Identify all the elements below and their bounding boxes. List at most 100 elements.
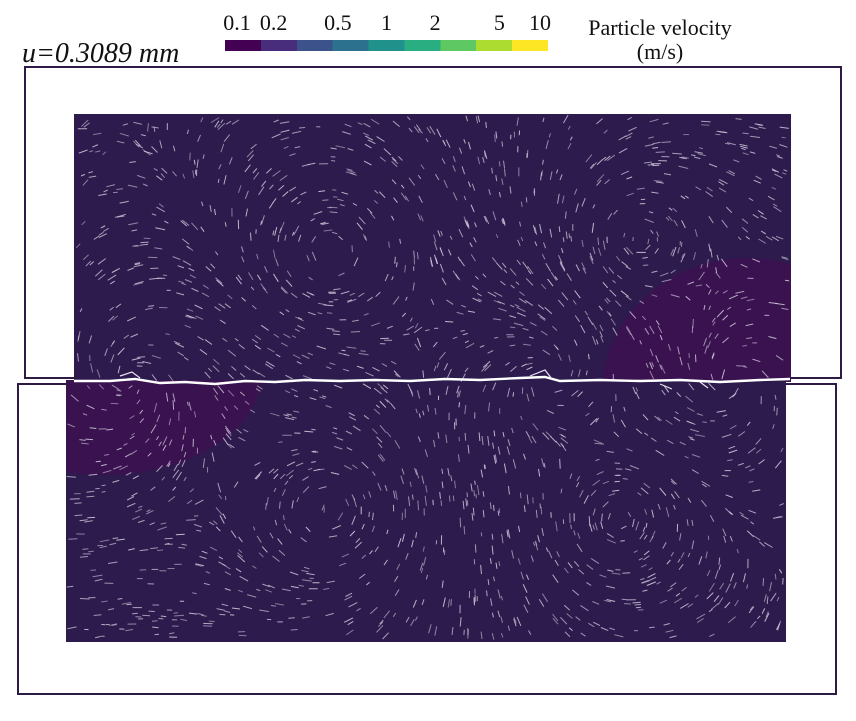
velocity-arrow	[474, 480, 476, 485]
velocity-arrow	[214, 251, 219, 256]
velocity-arrow	[642, 589, 648, 592]
velocity-arrow	[596, 174, 605, 183]
velocity-arrow	[546, 409, 555, 414]
velocity-arrow	[689, 428, 700, 433]
velocity-arrow	[544, 306, 553, 315]
velocity-arrow	[587, 622, 595, 628]
velocity-arrow	[674, 411, 679, 415]
velocity-arrow	[225, 120, 232, 125]
velocity-arrow	[391, 276, 394, 281]
velocity-arrow	[394, 256, 396, 264]
velocity-arrow	[382, 632, 389, 640]
velocity-arrow	[126, 316, 137, 322]
velocity-arrow	[695, 284, 703, 287]
velocity-arrow	[223, 610, 231, 613]
velocity-arrow	[526, 494, 529, 505]
velocity-arrow	[298, 127, 306, 129]
velocity-arrow	[98, 231, 104, 236]
velocity-arrow	[258, 552, 264, 558]
velocity-arrow	[445, 139, 451, 148]
velocity-arrow	[592, 335, 597, 345]
velocity-arrow	[275, 603, 284, 606]
velocity-arrow	[691, 519, 694, 526]
velocity-arrow	[499, 280, 506, 286]
velocity-arrow	[661, 141, 672, 143]
velocity-arrow	[153, 126, 156, 132]
velocity-arrow	[391, 161, 398, 168]
velocity-arrow	[639, 300, 645, 305]
velocity-arrow	[348, 412, 355, 417]
velocity-arrow	[273, 473, 279, 480]
velocity-arrow	[434, 173, 440, 181]
velocity-arrow	[321, 222, 329, 225]
velocity-arrow	[393, 197, 398, 204]
velocity-arrow	[289, 186, 297, 192]
velocity-arrow	[112, 479, 120, 483]
velocity-arrow	[666, 439, 674, 445]
velocity-arrow	[721, 369, 726, 380]
velocity-arrow	[186, 245, 194, 252]
velocity-arrow	[368, 511, 370, 518]
velocity-arrow	[575, 481, 580, 488]
velocity-arrow	[355, 538, 361, 543]
velocity-arrow	[704, 345, 708, 354]
velocity-arrow	[404, 195, 410, 202]
velocity-arrow	[417, 174, 422, 180]
velocity-arrow	[705, 191, 713, 198]
velocity-arrow	[761, 370, 769, 378]
velocity-arrow	[349, 530, 356, 537]
velocity-arrow	[500, 633, 504, 638]
velocity-arrow	[348, 602, 358, 608]
velocity-arrow	[101, 623, 106, 626]
velocity-arrow	[241, 297, 247, 302]
velocity-arrow	[614, 634, 624, 638]
velocity-arrow	[548, 133, 551, 138]
velocity-arrow	[781, 172, 787, 175]
velocity-arrow	[375, 404, 380, 409]
velocity-arrow	[779, 144, 788, 148]
velocity-arrow	[580, 632, 586, 637]
lower-sample-block	[66, 380, 786, 642]
velocity-arrow	[523, 453, 526, 460]
velocity-arrow	[280, 129, 290, 133]
velocity-arrow	[607, 213, 613, 220]
velocity-arrow	[587, 316, 594, 326]
velocity-arrow	[688, 353, 690, 358]
velocity-arrow	[642, 527, 646, 532]
velocity-arrow	[342, 131, 352, 135]
velocity-arrow	[459, 259, 465, 267]
velocity-arrow	[377, 482, 382, 491]
velocity-arrow	[634, 603, 642, 606]
velocity-arrow	[254, 471, 262, 480]
velocity-arrow	[706, 569, 711, 577]
velocity-arrow	[116, 140, 125, 144]
velocity-arrow	[112, 465, 122, 470]
velocity-arrow	[654, 415, 661, 422]
velocity-arrow	[695, 186, 702, 191]
velocity-arrow	[426, 127, 432, 134]
velocity-arrow	[379, 400, 387, 408]
velocity-arrow	[476, 292, 482, 297]
velocity-arrow	[509, 365, 517, 372]
velocity-arrow	[81, 442, 89, 445]
velocity-arrow	[761, 608, 766, 615]
velocity-arrow	[233, 405, 239, 410]
velocity-arrow	[409, 317, 413, 322]
velocity-arrow	[574, 290, 581, 299]
velocity-arrow	[84, 520, 93, 523]
velocity-arrow	[482, 491, 485, 497]
velocity-arrow	[711, 317, 716, 323]
velocity-arrow	[440, 230, 443, 236]
velocity-arrow	[196, 159, 199, 168]
velocity-arrow	[755, 438, 762, 445]
velocity-arrow	[160, 173, 165, 179]
velocity-arrow	[172, 256, 181, 260]
velocity-arrow	[427, 404, 430, 412]
velocity-arrow	[98, 384, 104, 390]
velocity-arrow	[526, 393, 530, 402]
velocity-arrow	[154, 247, 163, 250]
velocity-arrow	[486, 590, 488, 597]
velocity-arrow	[677, 558, 681, 563]
velocity-arrow	[221, 603, 229, 607]
velocity-arrow	[501, 178, 504, 185]
